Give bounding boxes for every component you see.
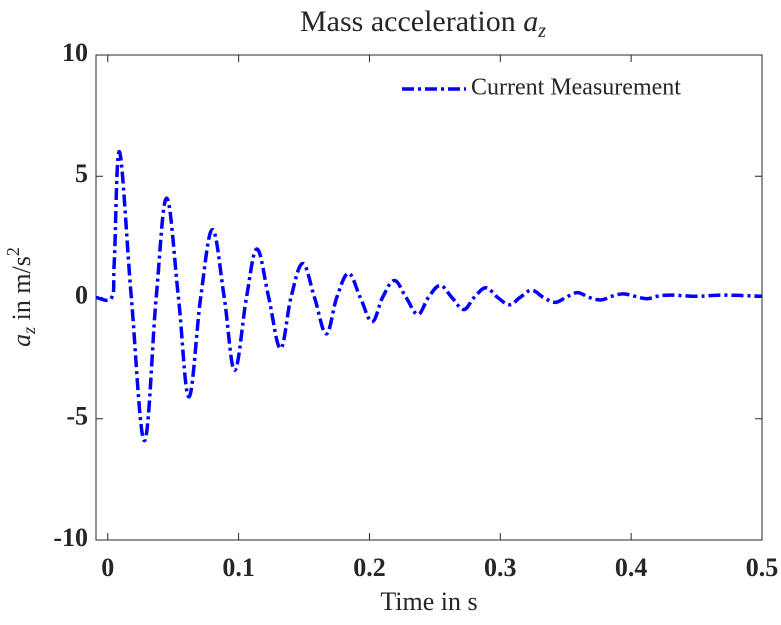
x-tick-label: 0.5 — [746, 553, 779, 582]
chart-title: Mass acceleration az — [300, 5, 546, 42]
legend-label: Current Measurement — [471, 75, 681, 101]
x-tick-label: 0.1 — [222, 553, 255, 582]
y-tick-label: -10 — [53, 523, 88, 552]
x-tick-label: 0.2 — [353, 553, 386, 582]
y-tick-label: 10 — [62, 38, 88, 67]
y-tick-label: -5 — [66, 402, 88, 431]
x-tick-label: 0 — [101, 553, 114, 582]
data-line — [95, 150, 763, 443]
x-tick-label: 0.4 — [615, 553, 648, 582]
x-axis-label: Time in s — [380, 587, 477, 616]
y-tick-label: 0 — [75, 280, 88, 309]
x-tick-label: 0.3 — [484, 553, 517, 582]
y-tick-label: 5 — [75, 159, 88, 188]
y-axis-label: az in m/s2 — [3, 247, 43, 347]
